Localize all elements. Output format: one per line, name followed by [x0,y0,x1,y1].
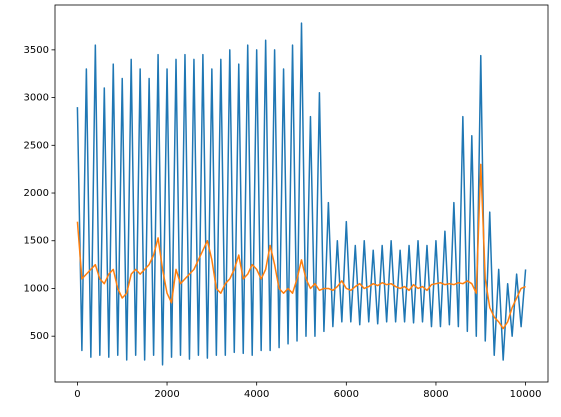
data-line [76,22,527,366]
x-tick-label: 0 [74,389,80,400]
y-tick-label: 2000 [24,188,49,199]
y-tick-label: 2500 [24,140,49,151]
y-tick-label: 3500 [24,45,49,56]
x-tick-label: 8000 [423,389,448,400]
x-tick-label: 2000 [154,389,179,400]
plot-frame [54,4,549,383]
x-tick-label: 10000 [510,389,542,400]
y-tick-label: 1000 [24,283,49,294]
y-tick-label: 1500 [24,236,49,247]
y-tick-label: 3000 [24,93,49,104]
y-tick-label: 500 [30,331,49,342]
data-line [76,163,526,330]
x-tick-label: 6000 [334,389,359,400]
x-tick-label: 4000 [244,389,269,400]
